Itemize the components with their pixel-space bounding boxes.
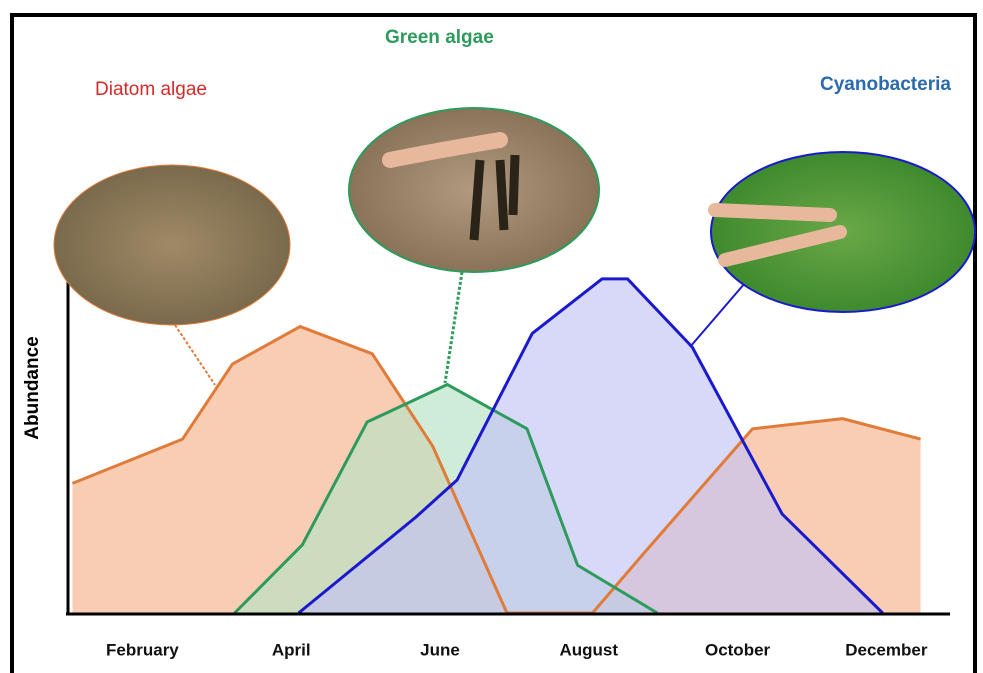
plot-area — [72, 279, 920, 613]
x-tick-label: August — [560, 640, 619, 659]
series-label: Cyanobacteria — [820, 74, 951, 95]
photo-diatom — [54, 165, 290, 325]
series-label: Green algae — [385, 27, 494, 48]
chart: Abundance Diatom algae Green algae Cyano… — [0, 0, 983, 673]
x-tick-label: October — [705, 640, 771, 659]
connector — [175, 325, 215, 385]
x-tick-label: June — [420, 640, 460, 659]
x-tick-label: April — [272, 640, 311, 659]
page: {"chart_data": {"type": "area", "y_label… — [0, 0, 983, 673]
x-tick-label: February — [106, 640, 179, 659]
x-tick-label: December — [845, 640, 928, 659]
connector — [690, 283, 745, 347]
series-label: Diatom algae — [95, 79, 207, 100]
connector — [445, 272, 462, 383]
y-axis-title: Abundance — [22, 336, 43, 439]
